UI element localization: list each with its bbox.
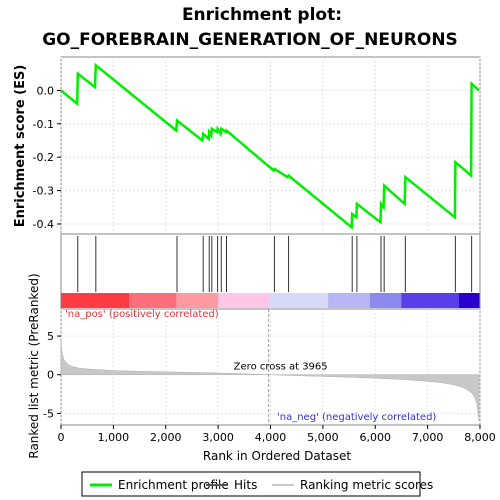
es-y-tick-label: 0.0 <box>37 84 55 97</box>
metric-y-axis: 5 0 -5 <box>43 330 61 420</box>
metric-x-tick-label: 5,000 <box>307 431 339 444</box>
zero-cross-label: Zero cross at 3965 <box>234 362 328 373</box>
rank-bar-segment <box>269 293 329 308</box>
chart-title-line1: Enrichment plot: <box>182 5 342 25</box>
ranking-color-bar <box>61 293 479 308</box>
metric-x-tick-label: 1,000 <box>98 431 130 444</box>
es-y-axis-label: Enrichment score (ES) <box>13 65 28 228</box>
metric-y-tick-label: 0 <box>47 369 54 382</box>
es-y-tick-label: -0.4 <box>33 218 54 231</box>
rank-bar-segment <box>218 293 269 308</box>
rank-bar-segment <box>370 293 402 308</box>
rank-bar-segment <box>61 293 130 308</box>
metric-x-tick-label: 0 <box>58 431 65 444</box>
metric-x-axis-label: Rank in Ordered Dataset <box>203 449 351 463</box>
metric-y-tick-label: 5 <box>47 330 54 343</box>
es-y-axis: 0.0 -0.1 -0.2 -0.3 -0.4 <box>33 84 61 231</box>
metric-y-axis-label: Ranked list metric (PreRanked) <box>27 273 41 458</box>
metric-x-axis: 0 1,000 2,000 3,000 4,000 5,000 6,000 7,000 8,00… <box>58 425 496 444</box>
rank-bar-segment <box>328 293 370 308</box>
metric-x-tick-label: 4,000 <box>255 431 287 444</box>
es-y-tick-label: -0.2 <box>33 151 54 164</box>
rank-bar-segment <box>459 293 479 308</box>
legend-label: Ranking metric scores <box>300 478 433 492</box>
es-y-tick-label: -0.3 <box>33 185 54 198</box>
metric-x-tick-label: 3,000 <box>202 431 234 444</box>
metric-x-tick-label: 2,000 <box>150 431 182 444</box>
rank-bar-segment <box>129 293 177 308</box>
rank-bar-segment <box>401 293 459 308</box>
metric-x-tick-label: 6,000 <box>360 431 392 444</box>
rank-bar-segment <box>176 293 218 308</box>
es-y-tick-label: -0.1 <box>33 118 54 131</box>
chart-title-line2: GO_FOREBRAIN_GENERATION_OF_NEURONS <box>42 30 458 50</box>
metric-x-tick-label: 7,000 <box>412 431 444 444</box>
na-neg-label: 'na_neg' (negatively correlated) <box>277 412 436 423</box>
metric-y-tick-label: -5 <box>43 407 54 420</box>
metric-x-tick-label: 8,000 <box>464 431 496 444</box>
na-pos-label: 'na_pos' (positively correlated) <box>65 309 219 320</box>
legend-label: Hits <box>234 478 257 492</box>
